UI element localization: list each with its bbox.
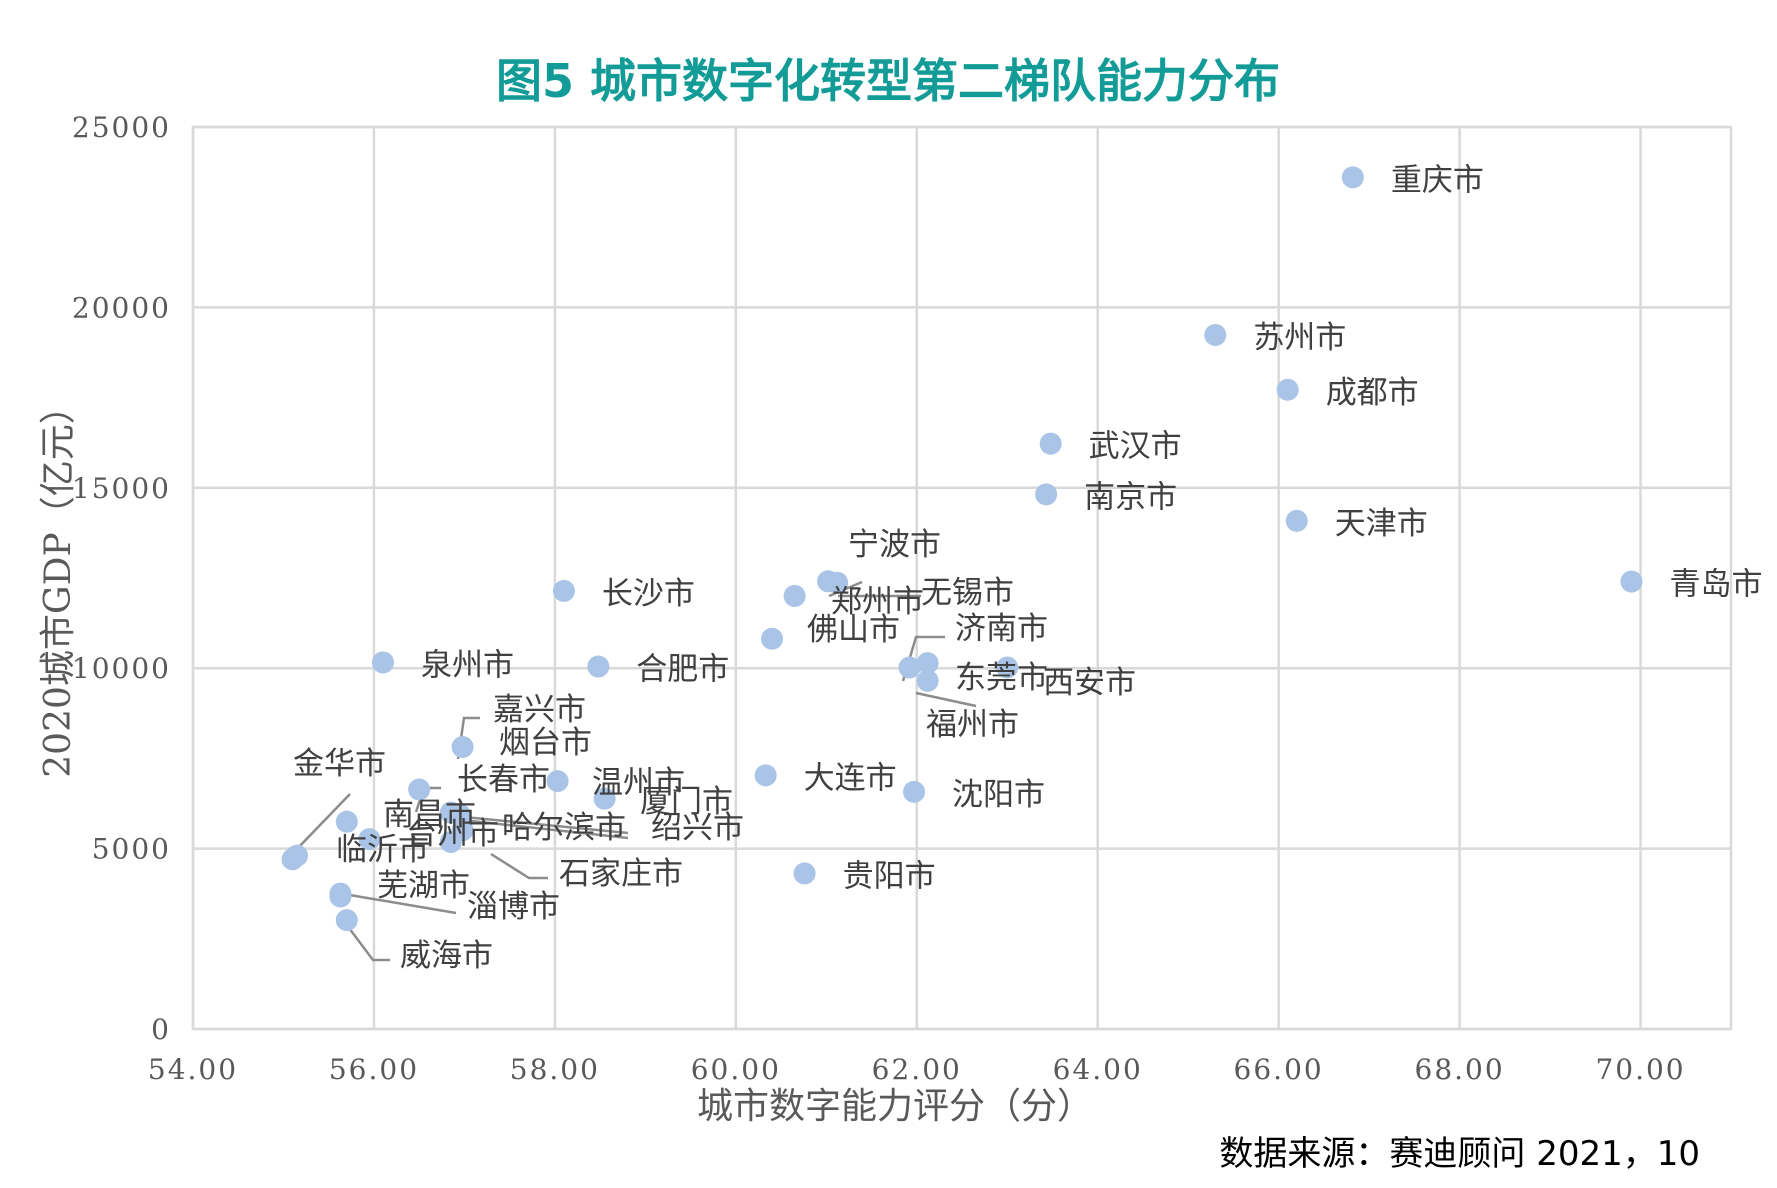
point-label: 临沂市: [336, 832, 429, 868]
point-label: 宁波市: [848, 527, 941, 563]
y-tick-label: 10000: [72, 652, 171, 685]
data-point: [761, 627, 784, 650]
leader-line: [295, 793, 351, 851]
point-label: 芜湖市: [377, 868, 470, 904]
data-point: [552, 579, 575, 602]
data-point: [1039, 432, 1062, 455]
data-point: [1276, 378, 1299, 401]
y-tick-label: 5000: [92, 833, 171, 866]
point-label: 石家庄市: [559, 856, 683, 892]
point-label: 天津市: [1335, 506, 1428, 542]
leader-line: [915, 691, 977, 708]
data-point: [898, 656, 921, 679]
y-tick-label: 20000: [72, 291, 171, 324]
point-label: 无锡市: [921, 575, 1014, 611]
x-tick-label: 70.00: [1595, 1053, 1685, 1086]
point-label: 郑州市: [831, 584, 924, 620]
data-point: [996, 656, 1019, 679]
point-label: 嘉兴市: [493, 692, 586, 728]
data-point: [593, 787, 616, 810]
y-tick-label: 0: [151, 1013, 171, 1046]
leader-line: [337, 891, 457, 915]
data-point: [546, 770, 569, 793]
data-point: [358, 828, 381, 851]
data-point: [439, 830, 462, 853]
data-point: [451, 735, 474, 758]
data-point: [335, 909, 358, 932]
x-tick-label: 58.00: [510, 1053, 600, 1086]
data-point: [916, 652, 939, 675]
point-label: 贵阳市: [843, 858, 936, 894]
leader-line: [461, 818, 629, 840]
point-label: 东莞市: [955, 660, 1048, 696]
point-label: 绍兴市: [651, 810, 744, 846]
y-tick-label: 25000: [72, 111, 171, 144]
data-point: [335, 810, 358, 833]
data-point: [783, 584, 806, 607]
x-tick-label: 68.00: [1415, 1053, 1505, 1086]
data-point: [1204, 323, 1227, 346]
data-point: [587, 655, 610, 678]
point-label: 威海市: [400, 938, 493, 974]
point-label: 长春市: [457, 762, 550, 798]
data-point: [754, 764, 777, 787]
point-label: 重庆市: [1391, 162, 1484, 198]
point-label: 西安市: [1043, 665, 1136, 701]
x-axis-label: 城市数字能力评分（分）: [697, 1086, 1093, 1127]
data-point: [329, 885, 352, 908]
source-note: 数据来源：赛迪顾问 2021，10: [1219, 1134, 1700, 1174]
point-label: 苏州市: [1253, 320, 1346, 356]
leader-line: [463, 815, 629, 835]
data-point: [371, 651, 394, 674]
leader-line: [345, 923, 390, 962]
point-label: 合肥市: [636, 652, 729, 688]
grid-layer: [191, 125, 1733, 1031]
point-label: 烟台市: [499, 725, 592, 761]
data-point: [826, 571, 849, 594]
tick-layer: 54.00 56.00 58.00 60.00 62.00 64.00 66.00 68.00…: [72, 111, 1685, 1086]
point-label: 福州市: [926, 707, 1019, 743]
chart-title: 图5 城市数字化转型第二梯队能力分布: [496, 54, 1280, 108]
point-label: 淄博市: [467, 889, 560, 925]
point-label: 济南市: [955, 611, 1048, 647]
point-label: 成都市: [1326, 375, 1419, 411]
point-label: 长沙市: [602, 576, 695, 612]
point-label: 佛山市: [807, 612, 900, 648]
data-point: [916, 669, 939, 692]
point-label: 青岛市: [1669, 567, 1762, 603]
data-point: [1035, 483, 1058, 506]
point-label: 武汉市: [1089, 429, 1182, 465]
point-layer: [281, 166, 1643, 932]
point-label: 温州市: [592, 765, 685, 801]
x-tick-label: 60.00: [691, 1053, 781, 1086]
y-tick-label: 15000: [72, 472, 171, 505]
point-label: 泉州市: [421, 647, 514, 683]
point-label: 厦门市: [640, 784, 733, 820]
data-point: [448, 803, 471, 826]
x-tick-label: 62.00: [872, 1053, 962, 1086]
point-label: 南昌市: [383, 797, 476, 833]
point-label: 沈阳市: [952, 777, 1045, 813]
point-label: 南京市: [1084, 479, 1177, 515]
y-axis-label: 2020城市GDP（亿元）: [38, 388, 79, 777]
data-point: [793, 862, 816, 885]
point-label: 大连市: [804, 760, 897, 796]
x-tick-label: 64.00: [1053, 1053, 1143, 1086]
leader-line: [490, 852, 548, 880]
data-point: [1620, 570, 1643, 593]
data-point: [903, 780, 926, 803]
point-label: 金华市: [293, 746, 386, 782]
x-tick-label: 54.00: [148, 1053, 238, 1086]
data-point: [408, 778, 431, 801]
data-point: [1341, 166, 1364, 189]
data-point: [286, 844, 309, 867]
x-tick-label: 56.00: [329, 1053, 419, 1086]
point-label: 台州市: [406, 816, 499, 852]
x-tick-label: 66.00: [1234, 1053, 1324, 1086]
data-point: [1285, 509, 1308, 532]
point-label: 哈尔滨市: [502, 810, 626, 846]
